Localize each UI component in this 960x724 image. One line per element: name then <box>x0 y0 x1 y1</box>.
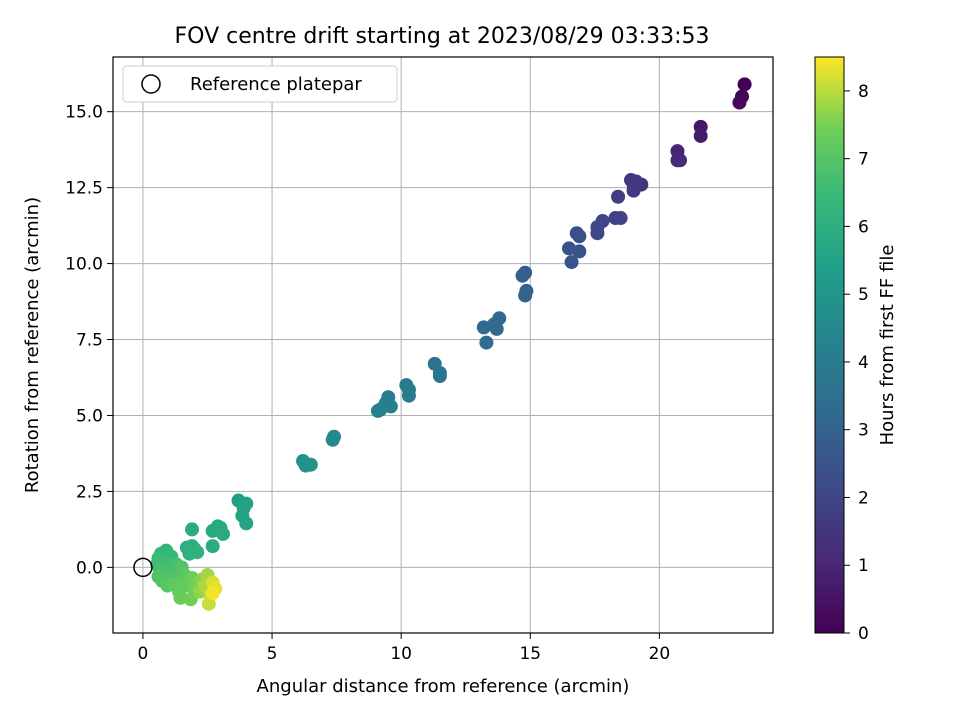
data-point <box>401 388 416 403</box>
data-point <box>476 320 491 335</box>
y-tick-label: 12.5 <box>65 179 103 199</box>
legend: Reference platepar <box>122 65 398 103</box>
x-tick-label: 5 <box>267 644 278 664</box>
data-point <box>205 539 220 554</box>
data-point <box>515 268 530 283</box>
legend-box <box>122 65 398 103</box>
x-axis: 0 5 10 15 20 <box>138 633 671 664</box>
colorbar-tick-label: 0 <box>858 624 869 644</box>
data-point <box>626 177 641 192</box>
colorbar-tick-label: 5 <box>858 285 869 305</box>
colorbar-tick-label: 7 <box>858 150 869 170</box>
y-tick-label: 10.0 <box>65 255 103 275</box>
data-point <box>216 526 230 541</box>
y-tick-label: 0.0 <box>76 558 103 578</box>
data-point <box>173 590 188 605</box>
data-point <box>205 586 220 601</box>
data-point <box>613 211 628 226</box>
data-point <box>737 77 752 92</box>
plot-grid <box>113 57 773 633</box>
data-points <box>133 77 752 611</box>
data-point <box>611 189 626 204</box>
data-point <box>564 255 579 270</box>
colorbar <box>814 56 845 634</box>
data-point <box>201 596 216 611</box>
x-tick-label: 10 <box>390 644 412 664</box>
data-point <box>590 226 605 241</box>
data-point <box>572 229 587 244</box>
y-tick-label: 15.0 <box>65 103 103 123</box>
reference-platepar-marker <box>133 557 153 578</box>
colorbar-ticks: 0 1 2 3 4 5 6 7 8 <box>844 82 869 644</box>
data-point <box>185 522 200 537</box>
colorbar-tick-label: 3 <box>858 421 869 441</box>
y-tick-label: 5.0 <box>76 406 103 426</box>
data-point <box>303 457 318 472</box>
data-point <box>518 288 533 303</box>
colorbar-tick-label: 4 <box>858 353 869 373</box>
data-point <box>693 128 708 143</box>
colorbar-tick-label: 8 <box>858 82 869 102</box>
y-tick-label: 7.5 <box>76 331 103 351</box>
data-point <box>432 368 447 383</box>
colorbar-label: Hours from first FF file <box>877 245 898 446</box>
data-point <box>370 403 385 418</box>
colorbar-tick-label: 2 <box>858 488 869 508</box>
data-point <box>479 335 494 350</box>
y-axis: 0.0 2.5 5.0 7.5 10.0 12.5 15.0 <box>65 103 113 578</box>
legend-entry-reference: Reference platepar <box>190 74 362 95</box>
data-point <box>182 546 197 561</box>
colorbar-tick-label: 1 <box>858 556 869 576</box>
data-point <box>673 153 688 168</box>
data-point <box>732 95 747 110</box>
legend-reference-marker <box>141 74 161 94</box>
data-point <box>325 432 340 447</box>
data-point <box>572 244 587 259</box>
y-axis-label: Rotation from reference (arcmin) <box>22 197 43 493</box>
data-point <box>239 516 254 531</box>
x-tick-label: 15 <box>519 644 541 664</box>
x-tick-label: 0 <box>138 644 149 664</box>
x-axis-label: Angular distance from reference (arcmin) <box>257 676 630 697</box>
colorbar-tick-label: 6 <box>858 217 869 237</box>
x-tick-label: 20 <box>649 644 671 664</box>
chart-title: FOV centre drift starting at 2023/08/29 … <box>175 24 710 49</box>
plot-area-frame <box>112 56 774 634</box>
y-tick-label: 2.5 <box>76 482 103 502</box>
data-point <box>489 321 504 336</box>
